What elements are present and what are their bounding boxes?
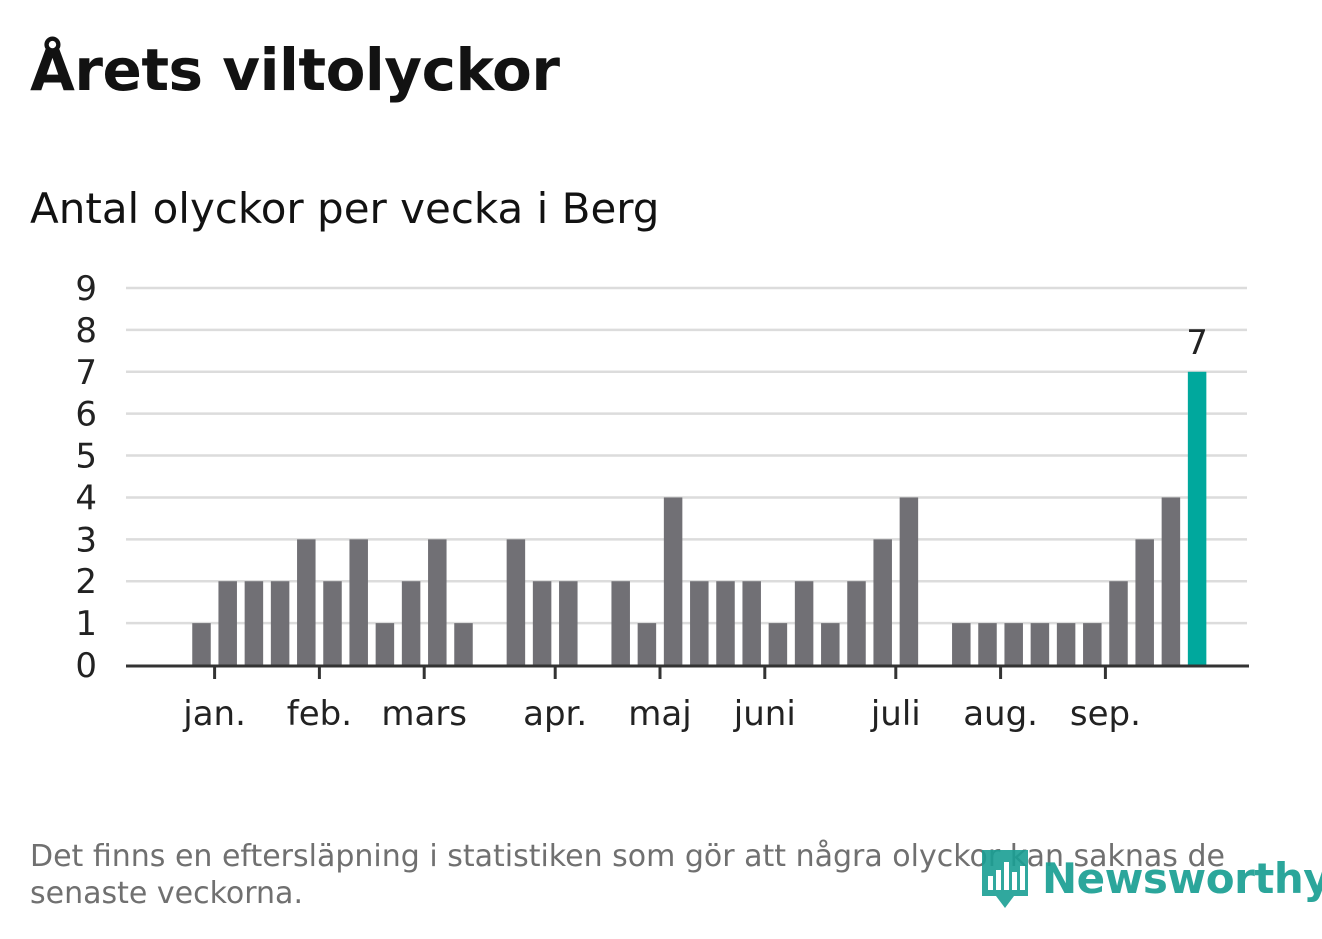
y-tick-label: 3	[75, 520, 97, 560]
x-axis: jan. feb. mars apr. maj juni juli aug. sep.	[126, 664, 1249, 734]
newsworthy-logo: Newsworthy	[980, 846, 1322, 910]
bar-value-label: 7	[1186, 323, 1208, 363]
bar	[244, 581, 264, 665]
bar	[375, 623, 395, 665]
bar	[899, 497, 919, 665]
y-tick-label: 5	[75, 437, 97, 477]
bar	[559, 581, 578, 665]
bar	[978, 623, 997, 665]
chart-title: Årets viltolyckor	[30, 36, 560, 104]
bar	[297, 539, 316, 665]
bar	[768, 623, 788, 665]
x-tick-label: juli	[870, 694, 921, 734]
bar	[637, 623, 657, 665]
bar	[349, 539, 368, 665]
bar	[873, 539, 892, 665]
bar	[218, 581, 237, 665]
x-tick-label: aug.	[963, 694, 1038, 734]
y-tick-label: 1	[75, 604, 97, 644]
bar	[532, 581, 552, 665]
y-tick-label: 6	[75, 395, 97, 435]
y-tick-label: 2	[75, 562, 97, 602]
bar	[794, 581, 814, 665]
bar	[1135, 539, 1154, 665]
bars	[192, 371, 1207, 665]
bar	[663, 497, 683, 665]
bar	[690, 581, 709, 665]
x-tick-label: maj	[628, 694, 691, 734]
bar-highlight	[1187, 371, 1207, 665]
x-tick-label: mars	[381, 694, 467, 734]
bar	[611, 581, 630, 665]
y-tick-label: 0	[75, 646, 97, 686]
bar	[1083, 623, 1102, 665]
y-tick-label: 8	[75, 311, 97, 351]
bar	[847, 581, 866, 665]
bar	[1030, 623, 1050, 665]
bar	[506, 539, 526, 665]
bar	[1161, 497, 1181, 665]
bar	[428, 539, 447, 665]
bar	[1056, 623, 1076, 665]
gridlines	[126, 286, 1247, 625]
bar	[454, 623, 473, 665]
bar	[323, 581, 342, 665]
x-tick-label: sep.	[1070, 694, 1141, 734]
bar	[821, 623, 840, 665]
data-labels: 7	[1186, 323, 1208, 363]
x-tick-label: apr.	[523, 694, 587, 734]
bar	[192, 623, 211, 665]
x-tick-label: jan.	[182, 694, 246, 734]
bar	[1109, 581, 1128, 665]
y-tick-label: 7	[75, 353, 97, 393]
y-tick-label: 4	[75, 478, 97, 518]
x-tick-label: feb.	[287, 694, 352, 734]
y-tick-label: 9	[75, 269, 97, 309]
x-tick-label: juni	[733, 694, 796, 734]
bar	[270, 581, 290, 665]
newsworthy-logo-text: Newsworthy	[1042, 853, 1322, 903]
bar	[401, 581, 421, 665]
bar	[742, 581, 761, 665]
chart-subtitle: Antal olyckor per vecka i Berg	[30, 184, 660, 233]
bar	[1004, 623, 1023, 665]
bar	[716, 581, 735, 665]
bar	[952, 623, 971, 665]
newsworthy-logo-icon	[982, 850, 1028, 908]
